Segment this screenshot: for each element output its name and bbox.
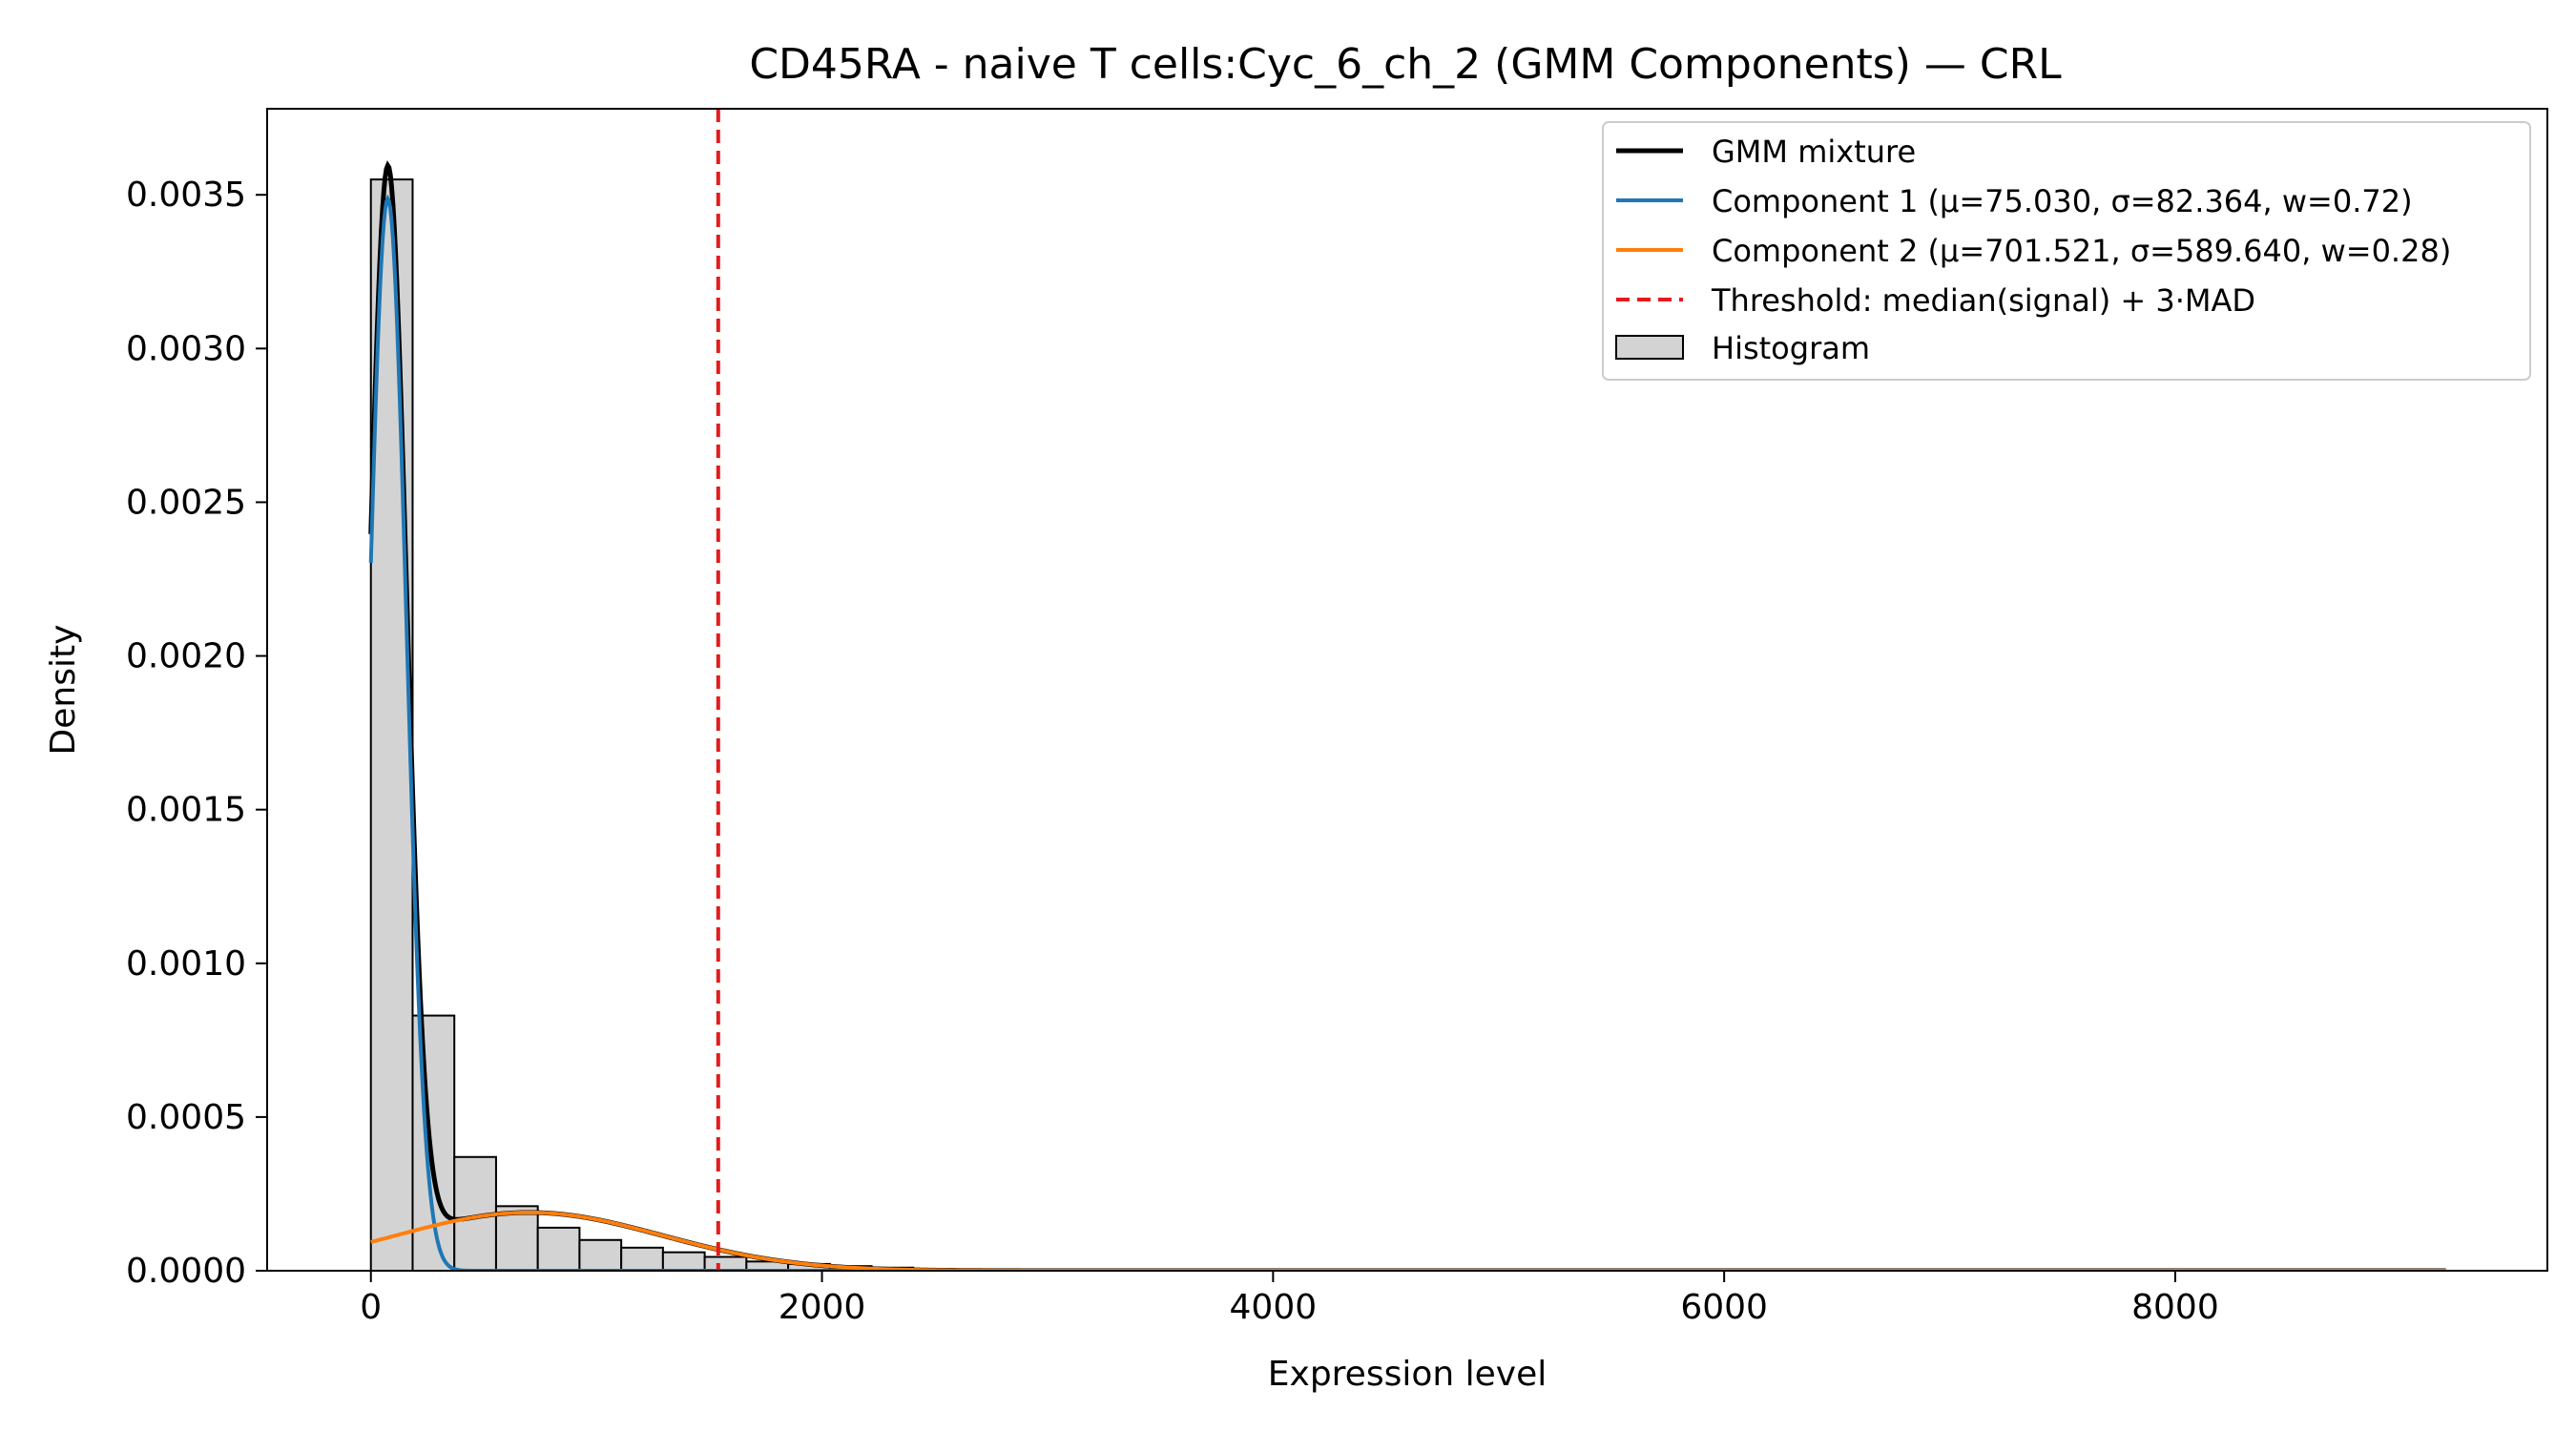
legend-label-histogram: Histogram [1712, 330, 1870, 366]
y-tick-label: 0.0030 [126, 329, 246, 368]
legend-label-threshold: Threshold: median(signal) + 3·MAD [1711, 282, 2255, 319]
legend-swatch-histogram [1615, 335, 1684, 360]
y-axis-label: Density [44, 625, 83, 756]
x-tick-label: 6000 [1680, 1288, 1768, 1327]
axes-frame [266, 108, 2548, 1272]
x-axis: 0 2000 4000 6000 8000 [360, 1271, 2219, 1327]
x-tick-label: 8000 [2131, 1288, 2219, 1327]
x-tick-label: 2000 [779, 1288, 866, 1327]
histogram-bar [411, 1014, 456, 1271]
y-tick-label: 0.0000 [126, 1252, 246, 1291]
y-tick-label: 0.0035 [126, 176, 246, 215]
histogram-bar [661, 1251, 706, 1271]
y-tick-label: 0.0010 [126, 944, 246, 984]
legend-label-component-2: Component 2 (μ=701.521, σ=589.640, w=0.2… [1712, 233, 2451, 269]
histogram-bar [536, 1226, 581, 1271]
legend-label-component-1: Component 1 (μ=75.030, σ=82.364, w=0.72) [1712, 183, 2413, 219]
histogram-bar [494, 1205, 539, 1271]
y-axis: 0.0000 0.0005 0.0010 0.0015 0.0020 0.0025 0.00… [126, 176, 267, 1291]
histogram-bar [620, 1246, 664, 1271]
x-axis-label: Expression level [1268, 1355, 1547, 1394]
y-tick-label: 0.0015 [126, 791, 246, 830]
legend: GMM mixture Component 1 (μ=75.030, σ=82.… [1602, 121, 2531, 381]
y-tick-label: 0.0005 [126, 1098, 246, 1137]
y-tick-label: 0.0025 [126, 483, 246, 522]
histogram-bar [703, 1255, 748, 1271]
y-tick-label: 0.0020 [126, 637, 246, 676]
histogram-bar [578, 1238, 623, 1271]
legend-label-mixture: GMM mixture [1712, 134, 1916, 170]
x-tick-label: 0 [360, 1288, 382, 1327]
x-tick-label: 4000 [1230, 1288, 1318, 1327]
plot-area [368, 109, 2446, 1271]
legend-box [1602, 121, 2531, 381]
chart-title: CD45RA - naive T cells:Cyc_6_ch_2 (GMM C… [749, 40, 2062, 89]
